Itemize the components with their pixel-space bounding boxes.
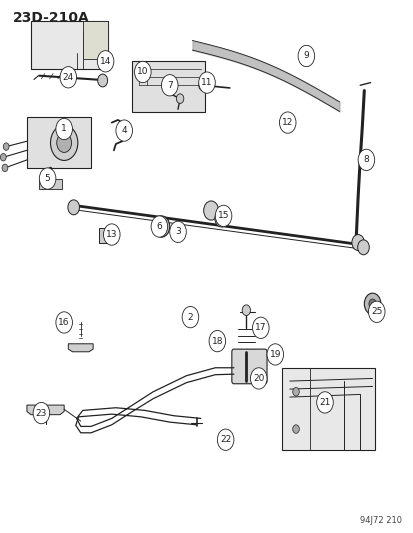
Circle shape [203, 201, 218, 220]
Text: 94J72 210: 94J72 210 [359, 516, 401, 525]
Text: 12: 12 [281, 118, 293, 127]
Text: 7: 7 [166, 81, 172, 90]
FancyBboxPatch shape [99, 228, 116, 243]
Text: 18: 18 [211, 337, 223, 345]
Circle shape [242, 305, 250, 316]
Text: 21: 21 [318, 398, 330, 407]
Circle shape [3, 143, 9, 150]
FancyBboxPatch shape [231, 349, 266, 384]
Circle shape [297, 45, 314, 67]
Text: 17: 17 [254, 324, 266, 332]
Text: 9: 9 [303, 52, 309, 60]
Circle shape [134, 61, 151, 83]
Circle shape [214, 210, 228, 227]
Circle shape [151, 216, 167, 237]
Text: 16: 16 [58, 318, 70, 327]
Circle shape [182, 306, 198, 328]
Circle shape [33, 402, 50, 424]
Text: 3: 3 [175, 228, 180, 236]
Text: 23D-210A: 23D-210A [12, 11, 89, 25]
Text: 25: 25 [370, 308, 382, 316]
Circle shape [198, 80, 206, 91]
FancyBboxPatch shape [83, 21, 107, 59]
Circle shape [357, 149, 374, 171]
Circle shape [60, 67, 76, 88]
Text: 20: 20 [252, 374, 264, 383]
Text: 8: 8 [363, 156, 368, 164]
FancyBboxPatch shape [27, 117, 91, 168]
Circle shape [316, 392, 332, 413]
Circle shape [50, 125, 78, 160]
Text: 19: 19 [269, 350, 280, 359]
Text: 23: 23 [36, 409, 47, 417]
FancyBboxPatch shape [281, 368, 374, 450]
FancyBboxPatch shape [132, 61, 204, 112]
Text: 1: 1 [61, 125, 67, 133]
Circle shape [0, 154, 6, 161]
Circle shape [368, 299, 375, 309]
Text: 6: 6 [156, 222, 162, 231]
Circle shape [250, 368, 266, 389]
Circle shape [198, 72, 215, 93]
Circle shape [161, 75, 178, 96]
Circle shape [103, 224, 120, 245]
Circle shape [176, 94, 183, 103]
Text: 24: 24 [62, 73, 74, 82]
Circle shape [292, 425, 299, 433]
FancyBboxPatch shape [39, 179, 62, 189]
Circle shape [2, 164, 8, 172]
Circle shape [169, 221, 186, 243]
Circle shape [153, 216, 169, 237]
Text: 2: 2 [187, 313, 193, 321]
Text: 22: 22 [219, 435, 231, 444]
Polygon shape [68, 344, 93, 352]
Circle shape [357, 240, 368, 255]
Text: 10: 10 [137, 68, 148, 76]
FancyBboxPatch shape [31, 21, 107, 69]
Circle shape [116, 120, 132, 141]
Circle shape [56, 118, 72, 140]
Circle shape [209, 330, 225, 352]
Circle shape [68, 200, 79, 215]
Circle shape [97, 51, 114, 72]
Circle shape [217, 429, 233, 450]
Circle shape [56, 312, 72, 333]
Circle shape [351, 235, 363, 251]
Circle shape [157, 222, 165, 231]
Circle shape [368, 301, 384, 322]
Text: 11: 11 [201, 78, 212, 87]
Circle shape [39, 168, 56, 189]
Text: 13: 13 [106, 230, 117, 239]
Circle shape [215, 205, 231, 227]
Text: 5: 5 [45, 174, 50, 183]
Circle shape [97, 74, 107, 87]
Text: 14: 14 [100, 57, 111, 66]
Text: 15: 15 [217, 212, 229, 220]
Circle shape [363, 293, 380, 314]
Text: 4: 4 [121, 126, 127, 135]
Circle shape [279, 112, 295, 133]
Circle shape [292, 387, 299, 396]
Circle shape [266, 344, 283, 365]
Circle shape [252, 317, 268, 338]
Circle shape [57, 133, 71, 152]
Polygon shape [27, 405, 64, 415]
